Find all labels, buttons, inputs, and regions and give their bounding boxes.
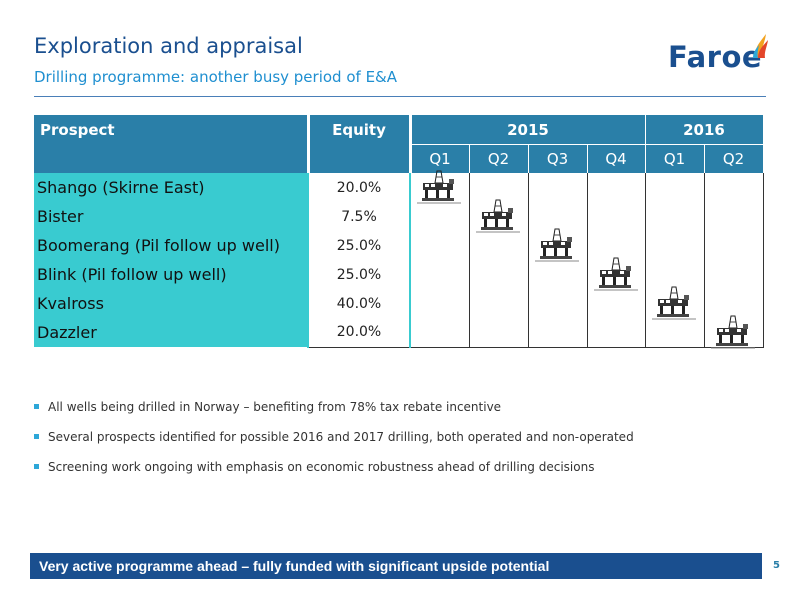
prospect-name: Kvalross [34,289,308,318]
table-row: Boomerang (Pil follow up well) 25.0% [34,228,764,262]
table-row: Dazzler 20.0% [34,315,764,349]
equity-value: 40.0% [307,289,411,318]
quarter-header: Q4 [587,144,646,173]
bullet-square-icon [34,404,39,409]
quarter-cell [644,231,705,260]
equity-value: 20.0% [307,318,411,348]
quarter-cell [468,260,529,289]
quarter-cell [409,202,470,231]
quarter-header: Q2 [469,144,529,173]
quarter-cell [527,173,588,202]
quarter-cell [644,173,705,202]
bullet-square-icon [34,464,39,469]
quarter-cell [527,318,588,348]
equity-value: 25.0% [307,260,411,289]
header-prospect: Prospect [34,115,310,173]
quarter-cell [644,318,705,348]
equity-value: 20.0% [307,173,411,202]
quarter-cell [468,318,529,348]
quarter-cell [586,202,646,231]
equity-value: 7.5% [307,202,411,231]
bullet-list: All wells being drilled in Norway – bene… [30,400,634,490]
quarter-cell [703,289,764,318]
bullet-text: All wells being drilled in Norway – bene… [48,400,502,414]
quarter-cell [527,228,588,262]
prospect-name: Dazzler [34,318,308,347]
bullet-square-icon [34,434,39,439]
quarter-cell [409,260,470,289]
quarter-header: Q1 [645,144,705,173]
title-divider [34,96,766,97]
table-row: Blink (Pil follow up well) 25.0% [34,257,764,291]
slide-subtitle: Drilling programme: another busy period … [34,68,398,86]
prospect-name: Shango (Skirne East) [34,173,308,202]
drilling-rig-icon [710,314,755,358]
header-prospect-label: Prospect [40,121,115,139]
quarter-cell [409,318,470,348]
header-equity: Equity [308,115,412,173]
quarter-header: Q1 [410,144,470,173]
quarter-cell [586,173,646,202]
quarter-cell [468,199,529,233]
equity-value: 25.0% [307,231,411,260]
quarter-cell [703,231,764,260]
quarter-cell [468,289,529,318]
quarter-cell [586,318,646,348]
quarter-cell [468,231,529,260]
prospect-name: Bister [34,202,308,231]
quarter-cell [527,202,588,231]
page-number: 5 [773,560,780,571]
slide-title: Exploration and appraisal [34,34,303,58]
quarter-cell [586,231,646,260]
header-year-2016: 2016 [645,115,764,145]
logo-wordmark: Faroe [668,40,763,74]
conclusion-banner: Very active programme ahead – fully fund… [30,553,762,579]
quarter-cell [527,289,588,318]
header-equity-label: Equity [332,121,386,139]
quarter-cell [703,260,764,289]
quarter-cell [703,315,764,349]
quarter-cell [586,289,646,318]
table-row: Bister 7.5% [34,199,764,233]
prospect-name: Boomerang (Pil follow up well) [34,231,308,260]
quarter-cell [644,286,705,320]
quarter-cell [468,173,529,202]
quarter-cell [703,173,764,202]
header-year-2015: 2015 [410,115,646,145]
bullet-item: All wells being drilled in Norway – bene… [30,400,634,430]
flame-icon [753,34,768,58]
quarter-cell [527,260,588,289]
table-row: Shango (Skirne East) 20.0% [34,170,764,204]
table-row: Kvalross 40.0% [34,286,764,320]
bullet-text: Screening work ongoing with emphasis on … [48,460,595,474]
prospect-name: Blink (Pil follow up well) [34,260,308,289]
bullet-item: Screening work ongoing with emphasis on … [30,460,634,490]
quarter-header: Q3 [528,144,588,173]
bullet-item: Several prospects identified for possibl… [30,430,634,460]
faroe-logo: Faroe [668,30,770,80]
quarter-cell [409,289,470,318]
bullet-text: Several prospects identified for possibl… [48,430,634,444]
drilling-programme-table: Prospect Equity 2015 2016 Q1 Q2 Q3 Q4 Q1… [34,115,764,349]
quarter-cell [409,170,470,204]
quarter-cell [644,202,705,231]
quarter-cell [409,231,470,260]
quarter-cell [586,257,646,291]
quarter-cell [703,202,764,231]
quarter-header: Q2 [704,144,764,173]
